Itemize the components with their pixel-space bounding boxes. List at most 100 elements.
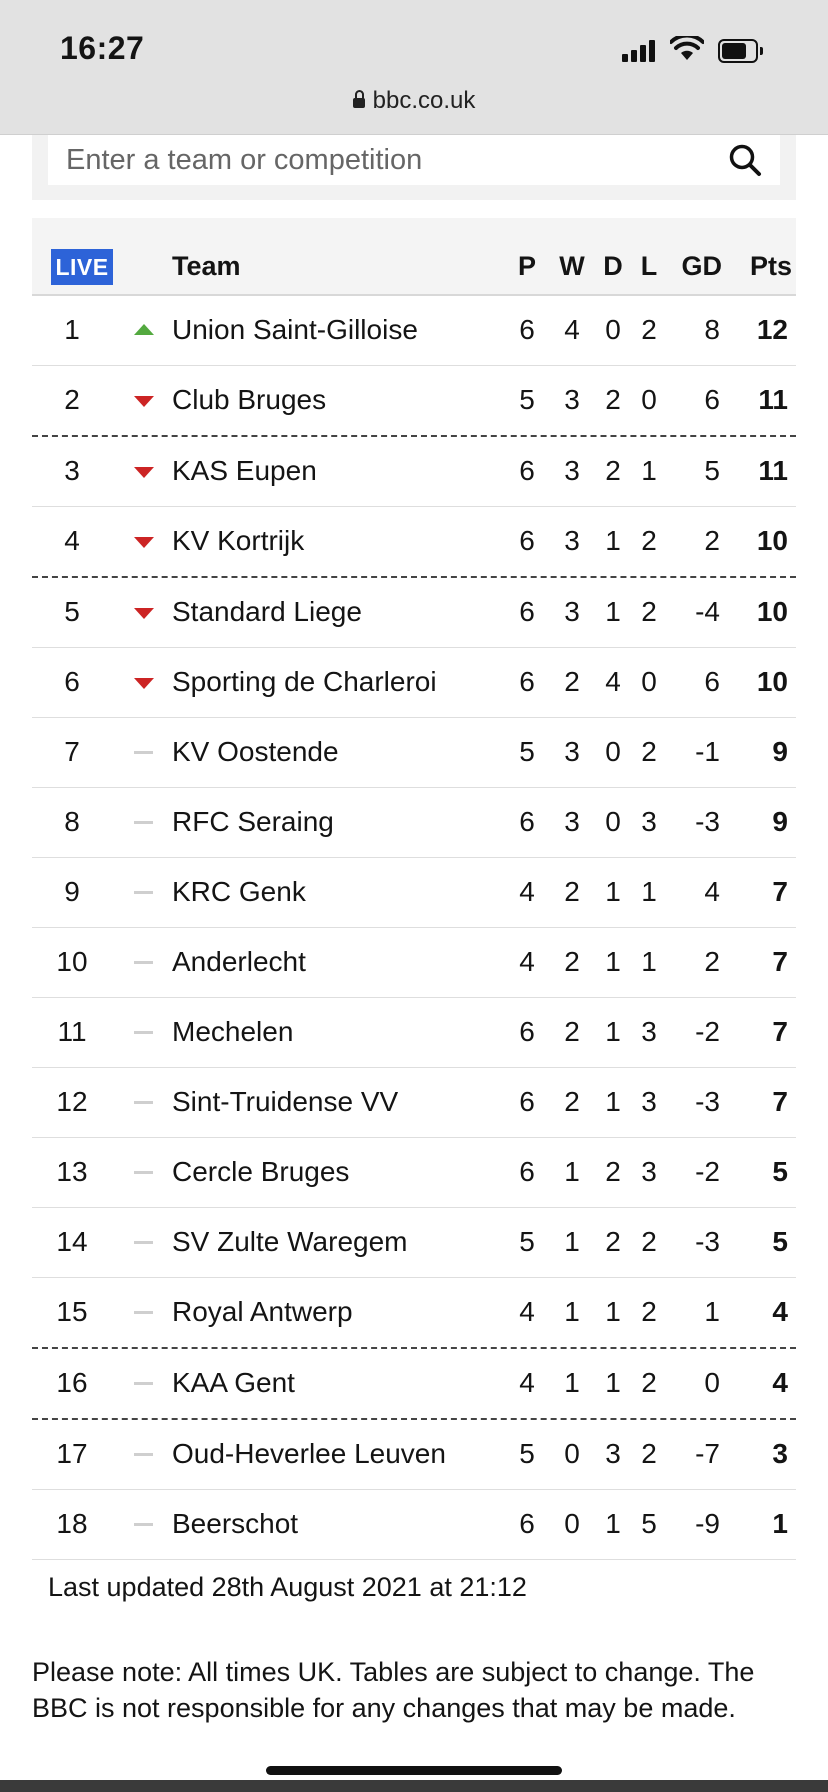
won-cell: 0 — [564, 1438, 580, 1469]
goal-difference-cell: -3 — [695, 1226, 720, 1257]
goal-difference-cell: -3 — [695, 1086, 720, 1117]
points-cell: 10 — [756, 596, 788, 627]
search-icon[interactable] — [728, 143, 762, 177]
table-row[interactable]: 5 Standard Liege 6 3 1 2 -4 10 — [32, 578, 796, 648]
triangle-down-icon — [134, 396, 154, 407]
lost-cell: 3 — [641, 1156, 657, 1187]
table-row[interactable]: 12 Sint-Truidense VV 6 2 1 3 -3 7 — [32, 1068, 796, 1138]
wifi-icon — [670, 36, 704, 60]
played-cell: 4 — [519, 946, 535, 977]
team-name[interactable]: Sint-Truidense VV — [172, 1086, 399, 1117]
team-name[interactable]: KRC Genk — [172, 876, 306, 907]
goal-difference-cell: 1 — [704, 1296, 720, 1327]
search-input[interactable] — [48, 135, 698, 185]
header-goal-difference: GD — [681, 251, 723, 281]
lost-cell: 3 — [641, 1016, 657, 1047]
points-cell: 9 — [772, 736, 788, 767]
goal-difference-cell: -1 — [695, 736, 720, 767]
team-name[interactable]: Sporting de Charleroi — [172, 666, 437, 697]
points-cell: 4 — [772, 1296, 788, 1327]
won-cell: 2 — [564, 1086, 580, 1117]
table-row[interactable]: 16 KAA Gent 4 1 1 2 0 4 — [32, 1349, 796, 1420]
table-row[interactable]: 9 KRC Genk 4 2 1 1 4 7 — [32, 858, 796, 928]
table-row[interactable]: 8 RFC Seraing 6 3 0 3 -3 9 — [32, 788, 796, 858]
played-cell: 4 — [519, 1296, 535, 1327]
team-name[interactable]: Cercle Bruges — [172, 1156, 350, 1187]
battery-icon — [718, 39, 763, 63]
goal-difference-cell: 8 — [704, 314, 720, 345]
table-row[interactable]: 17 Oud-Heverlee Leuven 5 0 3 2 -7 3 — [32, 1420, 796, 1490]
home-indicator[interactable] — [266, 1766, 562, 1775]
team-name[interactable]: KV Kortrijk — [172, 525, 305, 556]
search-section — [32, 135, 796, 200]
team-name[interactable]: Club Bruges — [172, 384, 327, 415]
played-cell: 6 — [519, 1156, 535, 1187]
last-updated: Last updated 28th August 2021 at 21:12 — [48, 1572, 527, 1602]
team-name[interactable]: Oud-Heverlee Leuven — [172, 1438, 446, 1469]
team-name[interactable]: RFC Seraing — [172, 806, 334, 837]
position-cell: 16 — [56, 1367, 88, 1398]
position-cell: 1 — [64, 314, 80, 345]
points-cell: 3 — [772, 1438, 788, 1469]
table-row[interactable]: 11 Mechelen 6 2 1 3 -2 7 — [32, 998, 796, 1068]
table-row[interactable]: 1 Union Saint-Gilloise 6 4 0 2 8 12 — [32, 296, 796, 366]
goal-difference-cell: -3 — [695, 806, 720, 837]
league-table: LIVE Team P W D L GD Pts 1 Union Saint-Gi… — [32, 218, 796, 1560]
table-row[interactable]: 13 Cercle Bruges 6 1 2 3 -2 5 — [32, 1138, 796, 1208]
table-row[interactable]: 2 Club Bruges 5 3 2 0 6 11 — [32, 366, 796, 437]
team-name[interactable]: Union Saint-Gilloise — [172, 314, 418, 345]
header-points: Pts — [749, 251, 792, 281]
team-name[interactable]: Mechelen — [172, 1016, 294, 1047]
dash-icon — [134, 1031, 153, 1034]
goal-difference-cell: 0 — [704, 1367, 720, 1398]
points-cell: 7 — [772, 876, 788, 907]
table-row[interactable]: 10 Anderlecht 4 2 1 1 2 7 — [32, 928, 796, 998]
played-cell: 6 — [519, 596, 535, 627]
dash-icon — [134, 1311, 153, 1314]
drawn-cell: 1 — [605, 876, 621, 907]
drawn-cell: 1 — [605, 1367, 621, 1398]
team-name[interactable]: SV Zulte Waregem — [172, 1226, 408, 1257]
team-name[interactable]: KV Oostende — [172, 736, 339, 767]
table-row[interactable]: 14 SV Zulte Waregem 5 1 2 2 -3 5 — [32, 1208, 796, 1278]
drawn-cell: 1 — [605, 596, 621, 627]
won-cell: 2 — [564, 876, 580, 907]
position-cell: 3 — [64, 455, 80, 486]
drawn-cell: 1 — [605, 946, 621, 977]
dash-icon — [134, 751, 153, 754]
team-name[interactable]: Anderlecht — [172, 946, 306, 977]
points-cell: 5 — [772, 1156, 788, 1187]
team-name[interactable]: KAS Eupen — [172, 455, 317, 486]
header-lost: L — [640, 251, 658, 281]
played-cell: 6 — [519, 314, 535, 345]
triangle-down-icon — [134, 537, 154, 548]
team-name[interactable]: Standard Liege — [172, 596, 362, 627]
lost-cell: 2 — [641, 525, 657, 556]
drawn-cell: 1 — [605, 1508, 621, 1539]
drawn-cell: 1 — [605, 1296, 621, 1327]
triangle-down-icon — [134, 467, 154, 478]
lost-cell: 0 — [641, 384, 657, 415]
team-name[interactable]: Beerschot — [172, 1508, 299, 1539]
won-cell: 4 — [564, 314, 580, 345]
team-name[interactable]: KAA Gent — [172, 1367, 295, 1398]
table-row[interactable]: 7 KV Oostende 5 3 0 2 -1 9 — [32, 718, 796, 788]
table-row[interactable]: 4 KV Kortrijk 6 3 1 2 2 10 — [32, 507, 796, 578]
table-row[interactable]: 15 Royal Antwerp 4 1 1 2 1 4 — [32, 1278, 796, 1349]
table-row[interactable]: 6 Sporting de Charleroi 6 2 4 0 6 10 — [32, 648, 796, 718]
table-row[interactable]: 3 KAS Eupen 6 3 2 1 5 11 — [32, 437, 796, 507]
team-name[interactable]: Royal Antwerp — [172, 1296, 353, 1327]
played-cell: 6 — [519, 1508, 535, 1539]
dash-icon — [134, 821, 153, 824]
position-cell: 4 — [64, 525, 80, 556]
won-cell: 3 — [564, 525, 580, 556]
live-badge[interactable]: LIVE — [51, 249, 113, 285]
table-row[interactable]: 18 Beerschot 6 0 1 5 -9 1 — [32, 1490, 796, 1560]
points-cell: 4 — [772, 1367, 788, 1398]
dash-icon — [134, 1101, 153, 1104]
lost-cell: 0 — [641, 666, 657, 697]
played-cell: 4 — [519, 876, 535, 907]
address-bar[interactable]: bbc.co.uk — [0, 87, 828, 115]
dash-icon — [134, 891, 153, 894]
dash-icon — [134, 1171, 153, 1174]
